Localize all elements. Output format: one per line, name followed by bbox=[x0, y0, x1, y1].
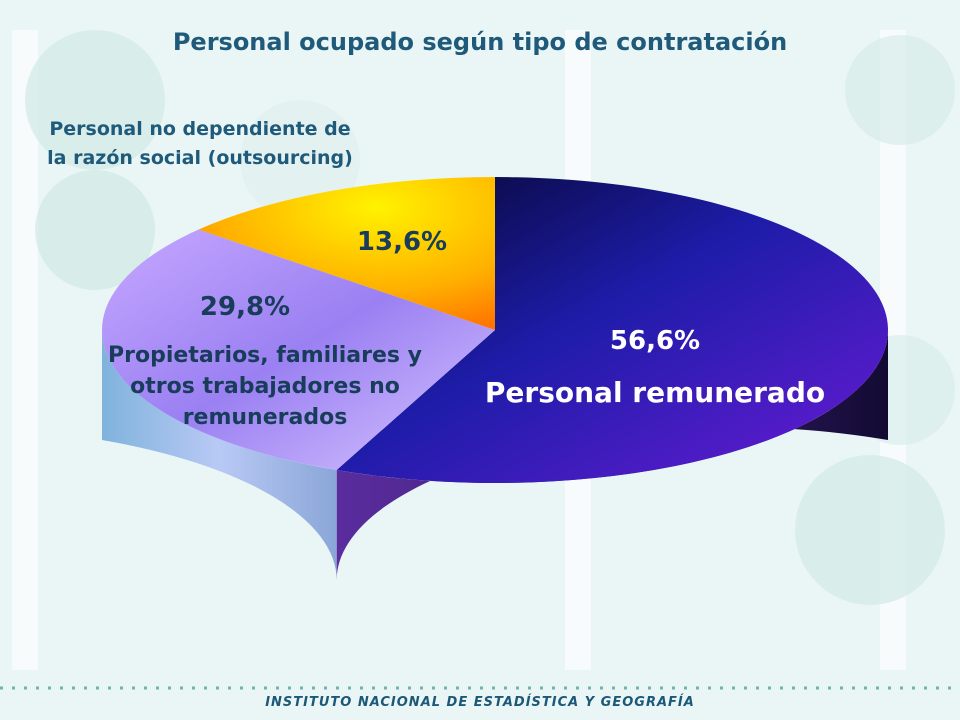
personal-remunerado-label: Personal remunerado bbox=[484, 376, 826, 409]
footer-dotted-divider bbox=[0, 686, 960, 690]
value-label-remunerado: 56,6% bbox=[609, 326, 701, 356]
pie-slice-1 bbox=[102, 229, 496, 471]
pie-side-1 bbox=[102, 330, 337, 581]
pie-slice-0 bbox=[336, 177, 889, 483]
value-label-no-remunerados: 29,8% bbox=[199, 292, 291, 322]
remunerados-label: Propietarios, familiares y otros trabaja… bbox=[108, 343, 422, 430]
value-label-outsourcing: 13,6% bbox=[356, 227, 448, 257]
pie-slice-2 bbox=[198, 177, 495, 330]
chart-title: Personal ocupado según tipo de contratac… bbox=[172, 28, 788, 56]
footer-institution: INSTITUTO NACIONAL DE ESTADÍSTICA Y GEOG… bbox=[265, 695, 695, 710]
outsourcing-label: Personal no dependiente de la razón soci… bbox=[47, 118, 353, 169]
